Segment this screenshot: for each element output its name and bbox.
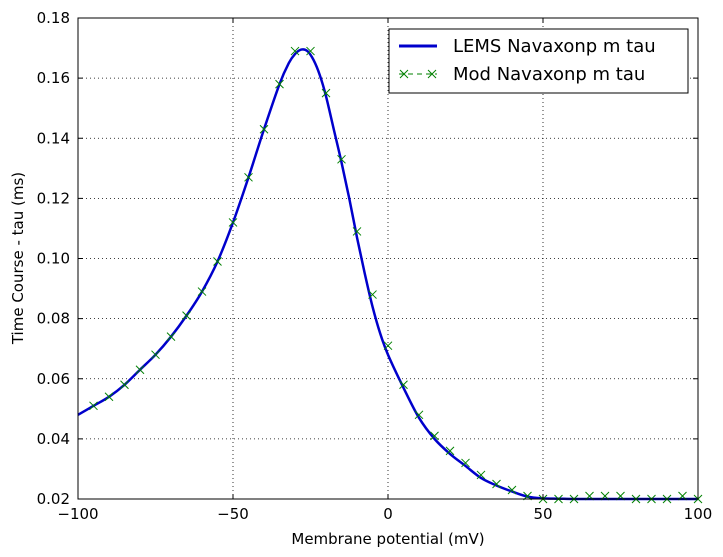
data-point-mod [461, 458, 470, 468]
data-point-mod [151, 350, 160, 360]
x-axis-label: Membrane potential (mV) [291, 530, 484, 548]
data-point-mod [89, 401, 98, 411]
legend-box [388, 28, 689, 94]
data-point-mod [135, 365, 145, 375]
data-point-mod [368, 290, 377, 299]
data-point-mod [306, 46, 315, 56]
data-point-mod [430, 431, 439, 441]
y-tick-label: 0.04 [37, 430, 70, 448]
data-point-mod [213, 257, 222, 266]
data-point-mod [414, 410, 424, 420]
data-point-mod [492, 479, 501, 489]
x-tick-label: −50 [217, 505, 249, 523]
x-tick-label: 50 [533, 505, 552, 523]
legend-marker-mod-right [427, 69, 437, 79]
x-tick-label: −100 [57, 505, 98, 523]
y-tick-label: 0.10 [37, 250, 70, 268]
data-point-mod [182, 311, 191, 320]
legend: LEMS Navaxonp m tau Mod Navaxonp m tau [388, 28, 689, 94]
y-axis-label: Time Course - tau (ms) [9, 172, 27, 345]
data-point-mod [104, 392, 114, 402]
legend-label-mod: Mod Navaxonp m tau [453, 64, 645, 85]
x-tick-label: 100 [684, 505, 713, 523]
data-point-mod [120, 380, 129, 390]
data-point-mod [197, 287, 207, 296]
y-tick-label: 0.06 [37, 370, 70, 388]
y-tick-label: 0.16 [37, 69, 70, 87]
data-point-mod [275, 79, 284, 89]
data-point-mod [476, 470, 486, 480]
y-tick-label: 0.14 [37, 129, 70, 147]
data-point-mod [244, 172, 253, 182]
y-tick-label: 0.12 [37, 189, 70, 207]
data-point-mod [228, 218, 238, 227]
y-tick-label: 0.18 [37, 9, 70, 27]
y-tick-label: 0.02 [37, 490, 70, 508]
data-point-mod [337, 154, 346, 164]
data-point-mod [321, 88, 331, 98]
data-point-mod [383, 341, 393, 351]
y-tick-label: 0.08 [37, 310, 70, 328]
legend-label-lems: LEMS Navaxonp m tau [453, 36, 656, 57]
data-point-mod [259, 124, 269, 134]
data-point-mod [399, 380, 408, 390]
x-tick-label: 0 [383, 505, 393, 523]
legend-marker-mod-left [399, 69, 409, 79]
data-point-mod [445, 446, 455, 456]
data-point-mod [166, 332, 176, 342]
data-point-mod [352, 227, 362, 236]
tick-labels: −100 −50 0 50 100 0.02 0.04 0.06 0.08 0.10 0.12 0.1… [37, 9, 713, 523]
data-point-mod [507, 485, 517, 495]
data-point-mod [290, 46, 300, 56]
ticks [77, 17, 699, 500]
